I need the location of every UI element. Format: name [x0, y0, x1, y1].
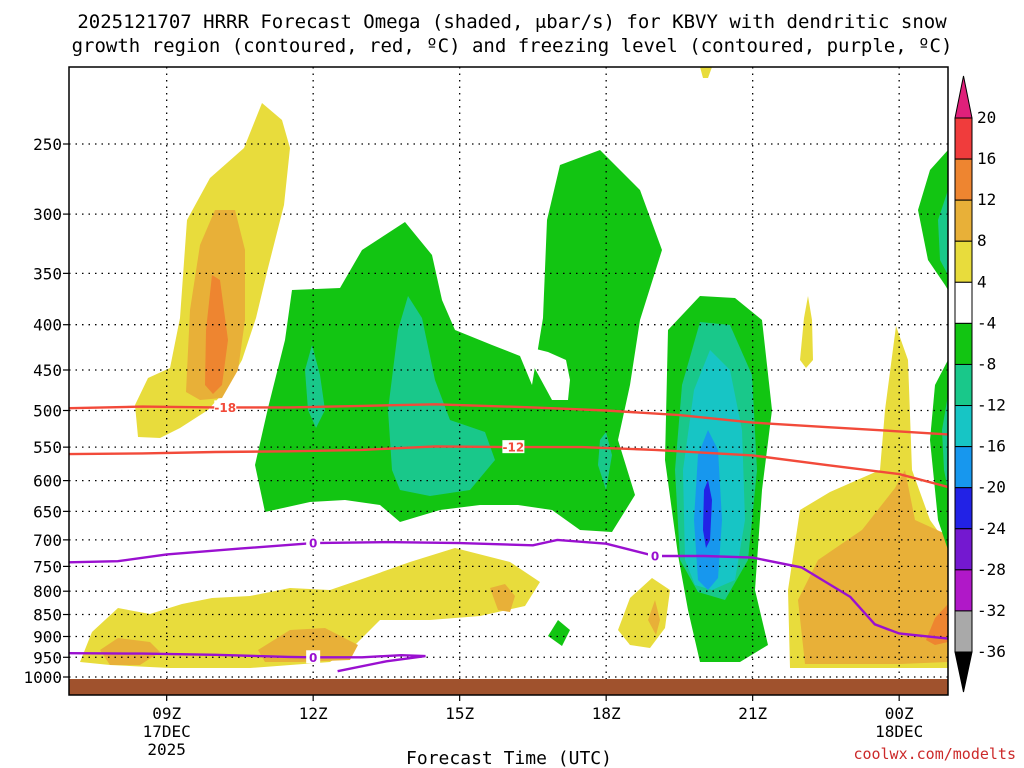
colorbar-bin-7 — [954, 405, 973, 448]
x-tick-label-18Z: 18Z — [592, 704, 621, 723]
colorbar-label--28: -28 — [977, 560, 1006, 579]
colorbar-label--32: -32 — [977, 601, 1006, 620]
freezing-level-label-1: 0 — [651, 550, 659, 564]
omega-goldenrod-region-19z — [648, 600, 660, 635]
gridlines — [69, 67, 948, 695]
colorbar-label-4: 4 — [977, 272, 987, 291]
omega-shading-layer — [80, 67, 948, 668]
x-tick-year-09Z: 2025 — [147, 740, 186, 759]
colorbar-lower-arrow — [954, 651, 973, 693]
freezing-level-label-bg-0 — [306, 536, 321, 550]
pressure-axis: 250 300 350 400 450 500 550 600 650 700 750 800 850 9… — [23, 135, 69, 687]
colorbar-label-20: 20 — [977, 108, 996, 127]
colorbar-bin-10 — [954, 528, 973, 571]
colorbar-bin-9 — [954, 487, 973, 530]
colorbar-bin-4 — [954, 281, 973, 324]
omega-yellow-region-top — [700, 67, 712, 78]
colorbar-bin-6 — [954, 363, 973, 407]
x-tick-label-15Z: 15Z — [445, 704, 474, 723]
colorbar-upper-arrow — [954, 75, 973, 119]
plot-frame — [68, 66, 949, 696]
y-tick-label-550: 550 — [33, 438, 62, 457]
y-tick-label-600: 600 — [33, 472, 62, 491]
omega-orange-region-right — [926, 604, 948, 645]
x-tick-date-00Z: 18DEC — [875, 722, 923, 741]
omega-darkblue-region-20z — [703, 480, 712, 548]
dgz-contour-minus12-label-bg — [502, 440, 525, 454]
colorbar-label-12: 12 — [977, 190, 996, 209]
freezing-level-label-0: 0 — [309, 537, 317, 551]
colorbar-bin-2 — [954, 199, 973, 242]
y-tick-label-250: 250 — [33, 135, 62, 154]
omega-goldenrod-region-12z — [258, 628, 358, 662]
dgz-contour-minus12-label: -12 — [503, 441, 525, 455]
colorbar-label--8: -8 — [977, 354, 996, 373]
terrain-ground-strip — [69, 679, 948, 695]
colorbar-label--16: -16 — [977, 437, 1006, 456]
y-tick-label-500: 500 — [33, 402, 62, 421]
omega-yellow-region-small-2330z — [800, 296, 813, 368]
watermark: coolwx.com/modelts — [853, 745, 1016, 763]
y-tick-label-950: 950 — [33, 648, 62, 667]
colorbar-bin-1 — [954, 158, 973, 201]
freezing-level-contour-upper — [69, 538, 948, 640]
omega-teal-region-right-lower — [942, 395, 948, 490]
colorbar-label--24: -24 — [977, 519, 1006, 538]
y-tick-label-450: 450 — [33, 361, 62, 380]
colorbar-bin-5 — [954, 322, 973, 365]
colorbar-label--12: -12 — [977, 396, 1006, 415]
y-tick-label-400: 400 — [33, 316, 62, 335]
x-tick-label-09Z: 09Z — [152, 704, 181, 723]
contour-lines: -18 -12 0 0 0 — [69, 400, 948, 673]
colorbar-bin-0 — [954, 117, 973, 160]
omega-teal-region-right-upper — [938, 190, 948, 275]
omega-white-gap-1630z — [532, 348, 570, 400]
omega-green-region-12z-18z — [255, 150, 662, 532]
x-axis-title: Forecast Time (UTC) — [406, 748, 612, 768]
y-tick-label-300: 300 — [33, 205, 62, 224]
omega-yellow-region-lower-band — [80, 548, 540, 668]
omega-green-region-small-17z — [548, 620, 570, 646]
omega-goldenrod-region-right — [798, 470, 948, 664]
y-tick-label-700: 700 — [33, 531, 62, 550]
omega-goldenrod-region-1630z — [490, 584, 515, 612]
colorbar-bin-3 — [954, 240, 973, 283]
omega-orange-region-upper-left — [205, 275, 228, 394]
freezing-level-label-2: 0 — [309, 651, 317, 665]
colorbar-label--20: -20 — [977, 478, 1006, 497]
y-tick-label-850: 850 — [33, 606, 62, 625]
y-tick-label-800: 800 — [33, 582, 62, 601]
y-tick-label-350: 350 — [33, 264, 62, 283]
x-tick-label-00Z: 00Z — [885, 704, 914, 723]
x-tick-date-09Z: 17DEC — [143, 722, 191, 741]
colorbar-label-8: 8 — [977, 231, 987, 250]
colorbar-bin-11 — [954, 569, 973, 612]
omega-goldenrod-region-lower-left — [100, 638, 160, 665]
chart-title-line-1: 2025121707 HRRR Forecast Omega (shaded, … — [77, 11, 947, 33]
omega-green-region-right-lower — [930, 360, 948, 550]
y-tick-label-750: 750 — [33, 557, 62, 576]
dgz-contour-minus18-label: -18 — [214, 401, 236, 415]
omega-colorbar: 20 16 12 8 4 -4 -8 -12 -16 -20 -24 -28 -32 -36 — [954, 75, 1006, 693]
y-tick-label-900: 900 — [33, 627, 62, 646]
colorbar-bin-8 — [954, 446, 973, 489]
y-tick-label-1000: 1000 — [23, 668, 62, 687]
colorbar-bin-12 — [954, 610, 973, 653]
colorbar-label--4: -4 — [977, 313, 996, 332]
x-tick-label-12Z: 12Z — [299, 704, 328, 723]
freezing-level-label-bg-2 — [306, 650, 321, 664]
freezing-level-contour-lower — [69, 652, 426, 673]
dgz-contour-minus18-label-bg — [214, 400, 237, 414]
y-tick-label-650: 650 — [33, 502, 62, 521]
freezing-level-label-bg-1 — [648, 549, 662, 563]
colorbar-label--36: -36 — [977, 642, 1006, 661]
colorbar-label-16: 16 — [977, 149, 996, 168]
chart-title-line-2: growth region (contoured, red, ºC) and f… — [72, 35, 953, 57]
x-tick-label-21Z: 21Z — [738, 704, 767, 723]
